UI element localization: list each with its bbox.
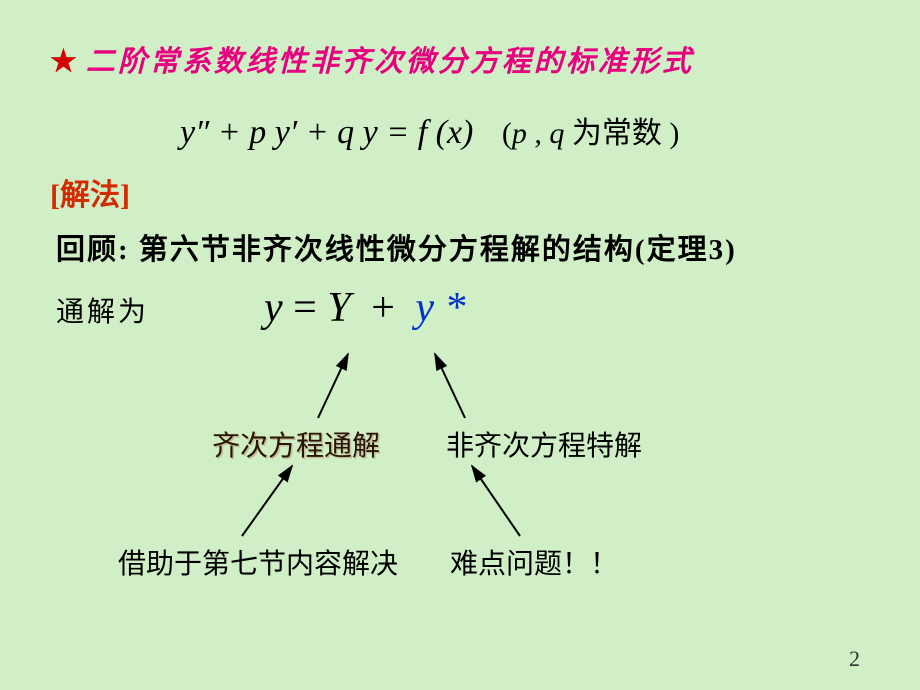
gs-eq: =	[283, 285, 328, 331]
gs-ystar: y *	[415, 285, 465, 331]
review-line: 回顾: 第六节非齐次线性微分方程解的结构(定理3)	[56, 226, 870, 268]
label-section-seven: 借助于第七节内容解决	[118, 542, 398, 582]
label-difficulty: 难点问题！！	[450, 542, 618, 582]
equation-lhs: y″ + p y′ + q y = f (x)	[180, 114, 473, 151]
general-solution-row: 通解为 y = Y + y *	[56, 284, 870, 332]
slide: ★二阶常系数线性非齐次微分方程的标准形式 y″ + p y′ + q y = f…	[0, 0, 920, 690]
title-text: 二阶常系数线性非齐次微分方程的标准形式	[86, 46, 694, 78]
note-suffix: 为常数 )	[564, 117, 679, 150]
label-nonhomogeneous-particular: 非齐次方程特解	[446, 424, 642, 464]
main-equation: y″ + p y′ + q y = f (x) (p , q 为常数 )	[180, 108, 870, 152]
note-vars: p , q	[512, 117, 565, 150]
equation-note: (p , q 为常数 )	[502, 117, 680, 150]
solution-heading: [解法]	[50, 170, 870, 214]
diagram: 齐次方程通解 非齐次方程特解 借助于第七节内容解决 难点问题！！	[50, 332, 870, 632]
general-solution-formula: y = Y + y *	[264, 284, 466, 332]
gs-plus: +	[371, 285, 395, 331]
diagram-arrows	[50, 332, 870, 632]
general-solution-label: 通解为	[56, 290, 149, 330]
label-homogeneous-general: 齐次方程通解	[212, 424, 380, 464]
gs-cap-y: Y	[327, 285, 350, 331]
star-icon: ★	[50, 45, 80, 78]
note-prefix: (	[502, 117, 512, 150]
title-line: ★二阶常系数线性非齐次微分方程的标准形式	[50, 38, 870, 80]
gs-y: y	[264, 285, 283, 331]
page-number: 2	[849, 646, 860, 672]
jiefa-text: [解法]	[50, 179, 130, 212]
